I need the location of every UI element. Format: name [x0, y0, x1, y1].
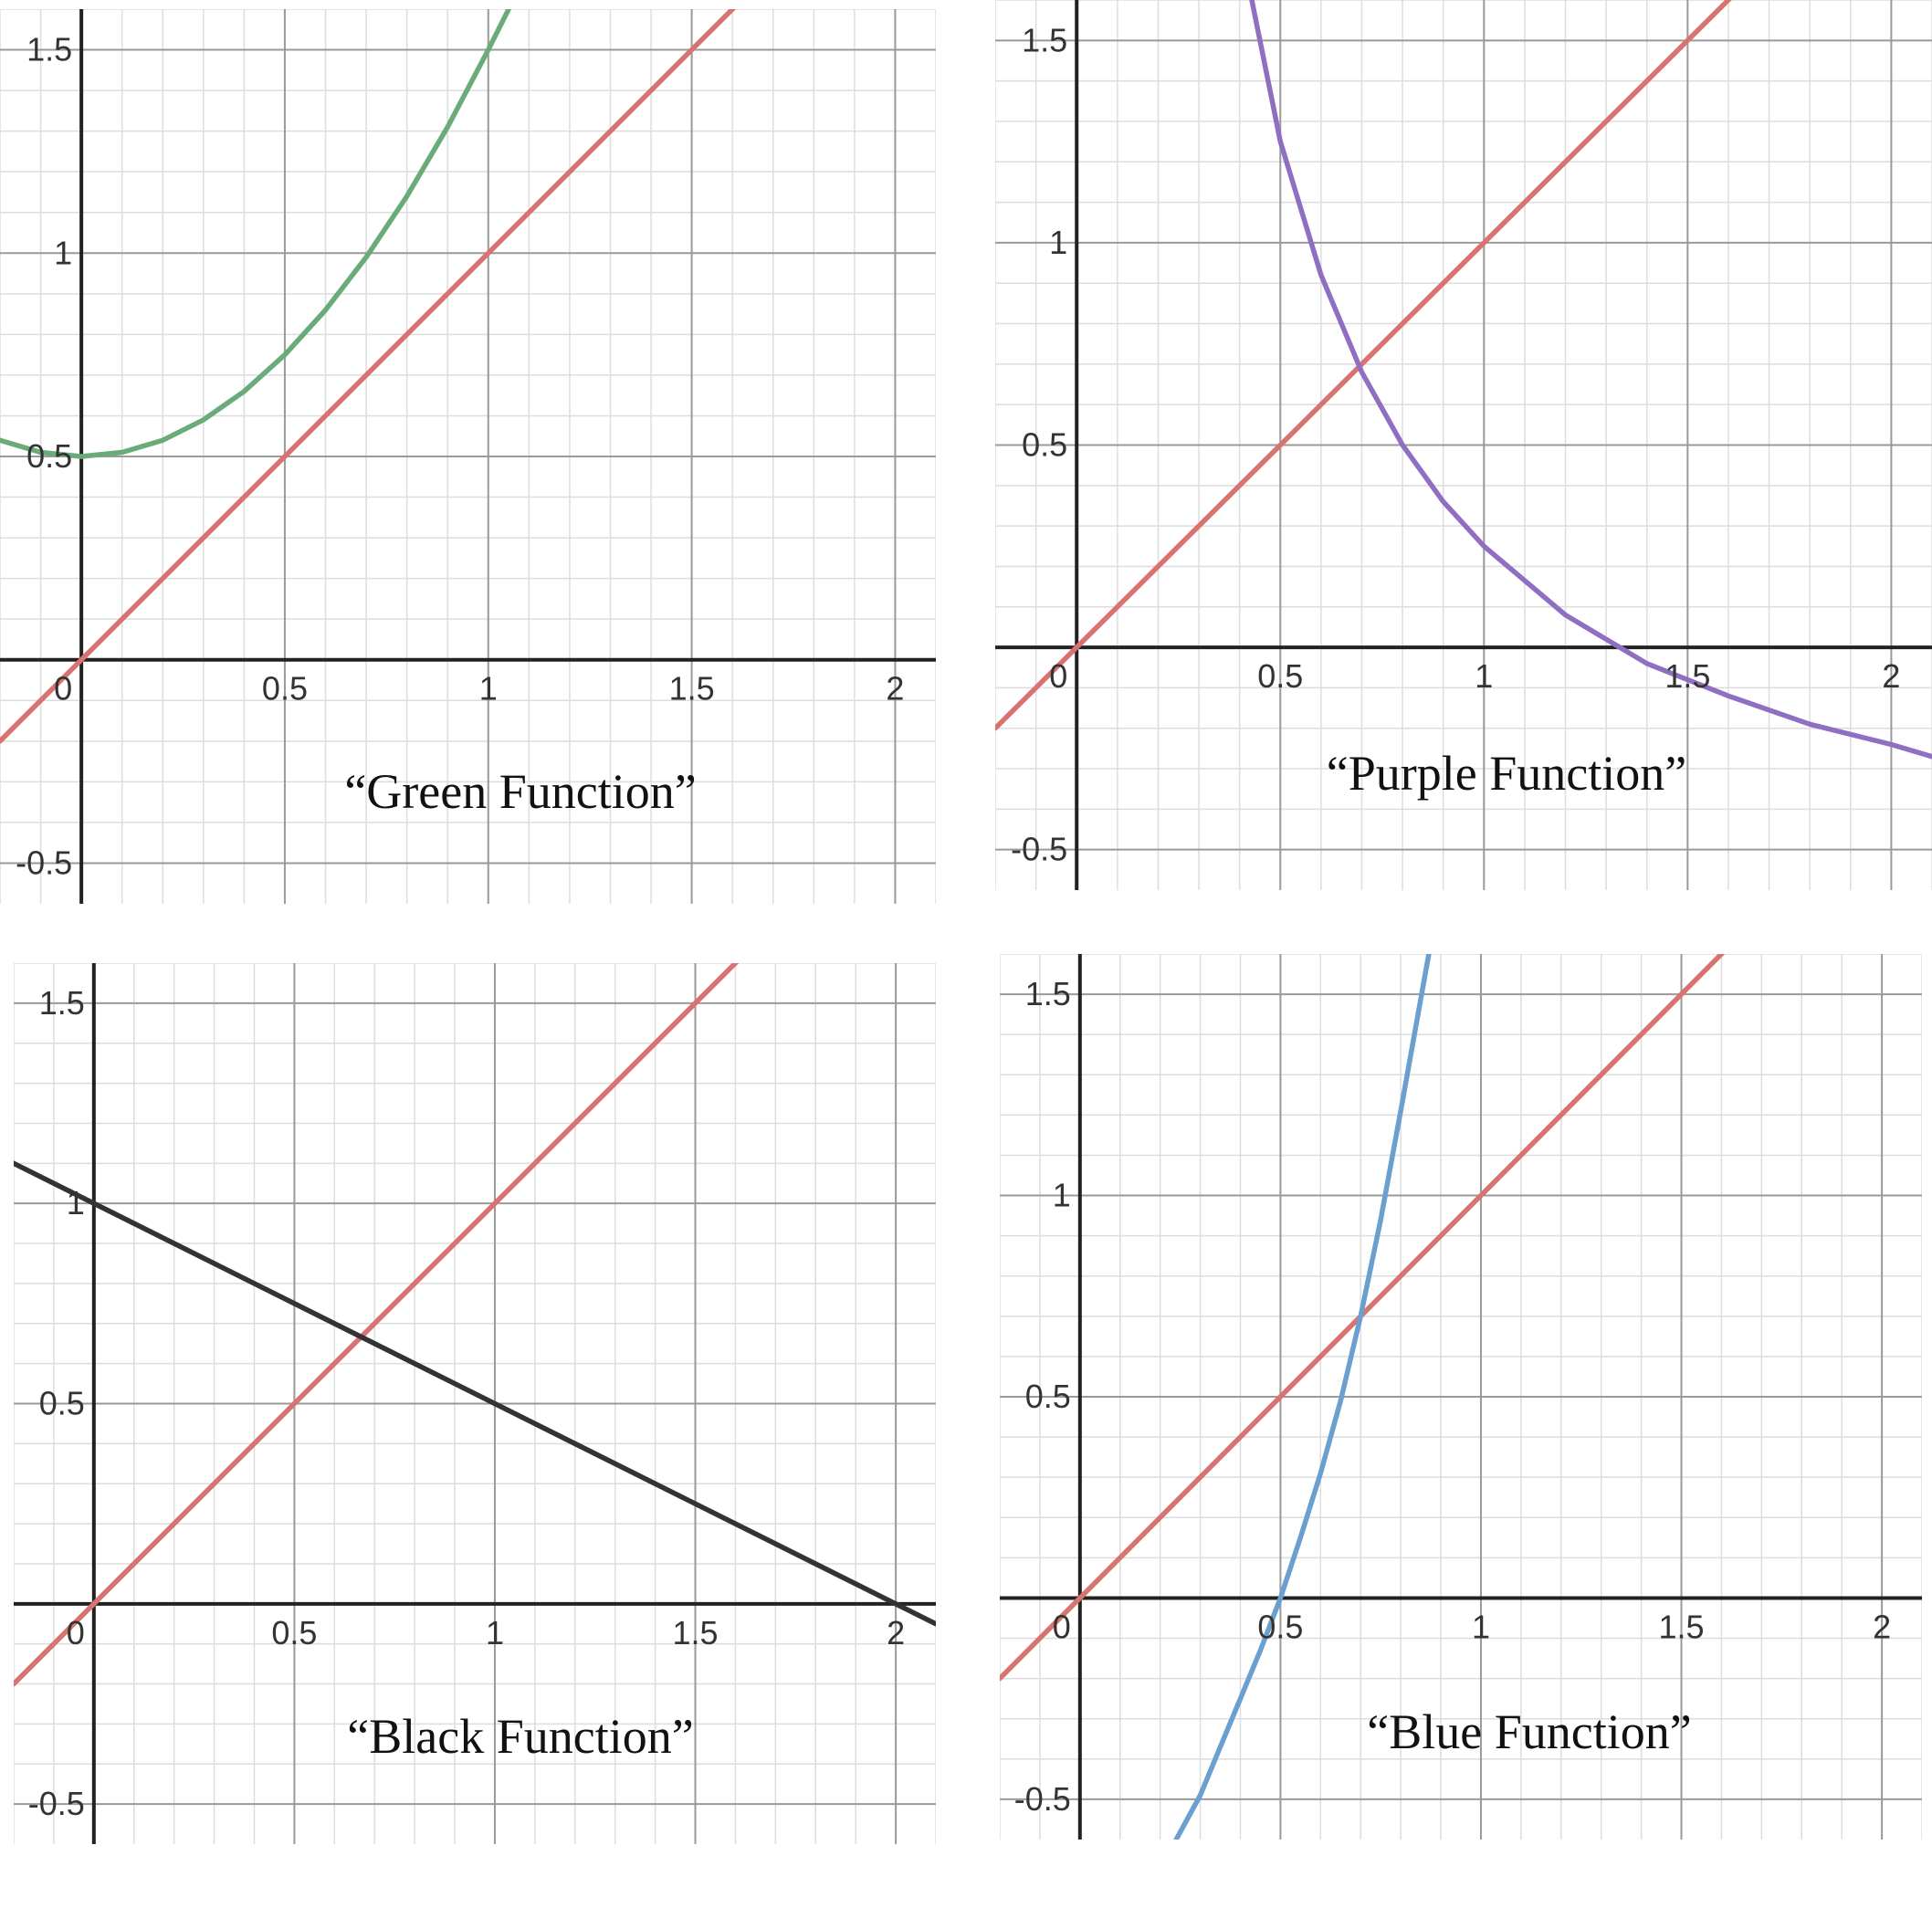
y-tick-label: -0.5 [16, 844, 72, 881]
x-tick-label: 1 [1475, 657, 1493, 695]
y-tick-label: 1.5 [1022, 21, 1067, 58]
major-grid [0, 9, 936, 904]
x-tick-label: 2 [886, 670, 904, 708]
blue-function-plot: 0 0.5 1 1.5 2 -0.5 0.5 1 1.5 “Blue Function” [1000, 954, 1922, 1840]
y-tick-label: 0.5 [1025, 1378, 1071, 1415]
black-function-curve [14, 1160, 936, 1627]
identity-line [995, 0, 1732, 731]
function-label: “Green Function” [344, 764, 696, 819]
x-tick-label: 2 [1882, 657, 1900, 695]
x-tick-label: 0.5 [262, 670, 308, 708]
blue-function-curve [1173, 954, 1432, 1840]
x-tick-label: 2 [887, 1614, 905, 1651]
y-tick-label: -0.5 [1011, 831, 1067, 868]
y-tick-label: 1.5 [1025, 975, 1071, 1012]
y-tick-label: 1 [1053, 1177, 1071, 1214]
x-tick-label: 0.5 [1257, 1608, 1303, 1645]
x-tick-label: 1 [486, 1614, 504, 1651]
x-tick-label: 1 [479, 670, 498, 708]
function-label: “Purple Function” [1327, 746, 1686, 801]
green-function-plot: 0 0.5 1 1.5 2 -0.5 0.5 1 1.5 “Green Function” [0, 9, 936, 904]
x-tick-label: 0 [54, 670, 72, 708]
x-tick-label: 2 [1873, 1608, 1891, 1645]
function-label: “Blue Function” [1367, 1704, 1691, 1759]
green-function-curve [0, 9, 511, 459]
x-tick-label: 0 [1053, 1608, 1071, 1645]
x-tick-label: 0 [1049, 657, 1067, 695]
purple-function-plot: 0 0.5 1 1.5 2 -0.5 0.5 1 1.5 “Purple Function” [995, 0, 1932, 890]
y-tick-label: 1.5 [26, 31, 72, 68]
x-tick-label: 0 [67, 1614, 85, 1651]
y-tick-label: -0.5 [28, 1785, 85, 1822]
y-tick-label: -0.5 [1014, 1780, 1071, 1818]
purple-function-curve [1249, 0, 1932, 760]
identity-line [1000, 954, 1726, 1682]
identity-line [0, 9, 737, 744]
black-function-plot: 0 0.5 1 1.5 2 -0.5 0.5 1 1.5 “Black Function” [14, 963, 936, 1844]
identity-line [14, 963, 740, 1687]
x-tick-label: 0.5 [1257, 657, 1303, 695]
y-tick-label: 0.5 [1022, 426, 1067, 464]
purple-function-chart: 0 0.5 1 1.5 2 -0.5 0.5 1 1.5 “Purple Function” [995, 0, 1932, 890]
x-tick-label: 1.5 [672, 1614, 718, 1651]
y-tick-label: 0.5 [39, 1385, 85, 1422]
major-grid [14, 963, 936, 1844]
function-label: “Black Function” [347, 1709, 693, 1764]
major-grid [995, 0, 1932, 890]
blue-function-chart: 0 0.5 1 1.5 2 -0.5 0.5 1 1.5 “Blue Function” [1000, 954, 1922, 1840]
y-tick-label: 0.5 [26, 437, 72, 475]
x-tick-label: 1.5 [669, 670, 715, 708]
green-function-chart: 0 0.5 1 1.5 2 -0.5 0.5 1 1.5 “Green Function” [0, 9, 936, 904]
x-tick-label: 1.5 [1658, 1608, 1704, 1645]
black-function-chart: 0 0.5 1 1.5 2 -0.5 0.5 1 1.5 “Black Function” [14, 963, 936, 1844]
y-tick-label: 1 [1049, 224, 1067, 261]
x-tick-label: 1.5 [1664, 657, 1710, 695]
x-tick-label: 1 [1472, 1608, 1490, 1645]
x-tick-label: 0.5 [271, 1614, 317, 1651]
y-tick-label: 1 [54, 234, 72, 271]
y-tick-label: 1 [67, 1184, 85, 1221]
y-tick-label: 1.5 [39, 984, 85, 1022]
